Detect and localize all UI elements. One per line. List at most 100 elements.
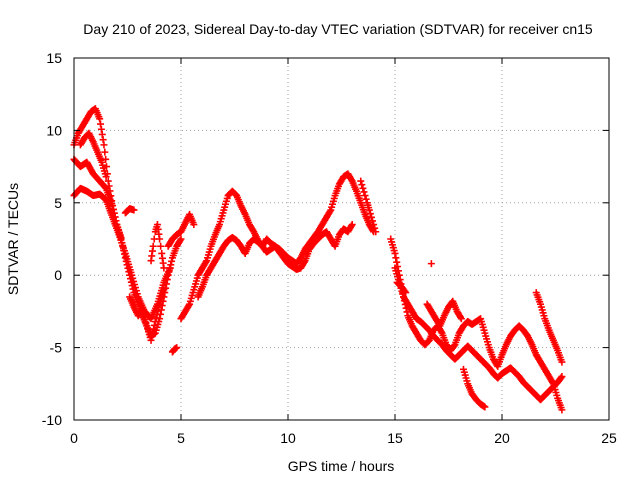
data-point [166,264,174,272]
plot-frame [73,57,610,421]
data-point [357,177,365,185]
y-tick-label: -5 [50,340,63,356]
x-tick-label: 25 [601,430,617,446]
chart-title: Day 210 of 2023, Sidereal Day-to-day VTE… [83,21,593,37]
data-point [109,205,117,213]
series-track-16 [459,365,489,411]
data-point [160,286,168,294]
series-track-5 [126,286,168,344]
data-point [109,202,117,210]
series-track-13 [387,235,566,414]
data-point [300,258,308,266]
data-point [101,148,109,156]
data-point [152,314,160,322]
data-point [190,221,198,229]
data-point [157,242,165,250]
data-point [142,319,150,327]
data-point [104,177,112,185]
data-point [140,312,148,320]
data-point [130,206,138,214]
data-point [141,316,149,324]
data-point [173,344,181,352]
series-track-12 [357,177,380,236]
data-point [392,254,400,262]
data-point [139,309,147,317]
series-track-14 [391,264,566,404]
x-tick-label: 10 [280,430,296,446]
data-point [359,184,367,192]
data-point [366,210,374,218]
data-point [557,374,565,382]
y-tick-label: 0 [54,267,62,283]
data-point [402,289,410,297]
data-point [481,403,489,411]
data-point [177,235,185,243]
data-point [437,328,445,336]
x-tick-label: 5 [177,430,185,446]
series-track-6 [147,221,168,272]
data-point [371,224,379,232]
data-point [326,207,334,215]
data-point [558,373,566,381]
data-point [176,236,184,244]
data-point [401,287,409,295]
x-tick-label: 0 [70,430,78,446]
data-point [347,222,355,230]
data-point [372,228,380,236]
data-point [427,260,435,268]
x-axis-label: GPS time / hours [288,458,395,474]
x-tick-label: 15 [387,430,403,446]
y-tick-label: 5 [54,195,62,211]
data-point [155,304,163,312]
data-point [369,217,377,225]
data-point [98,130,106,138]
data-point [185,302,193,310]
series-track-9 [177,170,378,323]
x-tick-label: 20 [494,430,510,446]
data-point [150,325,158,333]
data-point [102,173,110,181]
series-track-17 [532,289,566,366]
data-point [102,155,110,163]
y-tick-label: 10 [46,122,62,138]
data-point [150,321,158,329]
series-track-18 [393,278,410,297]
series-track-7 [121,205,138,217]
data-point [149,242,157,250]
data-point [370,221,378,229]
y-tick-label: -10 [42,412,62,428]
y-tick-label: 15 [46,50,62,66]
series-track-3 [70,155,125,242]
y-axis-label: SDTVAR / TECUs [5,183,21,295]
series-track-10 [194,221,356,301]
data-point [149,329,157,337]
data-points [70,105,566,414]
series-track-1 [70,105,185,340]
data-point [147,336,155,344]
data-point [362,195,370,203]
data-point [202,258,210,266]
data-point [156,235,164,243]
tick-marks [73,57,610,421]
data-point [360,188,368,196]
data-point [348,221,356,229]
data-point [110,209,118,217]
data-point [393,258,401,266]
data-point [154,307,162,315]
data-point [117,234,125,242]
data-point [361,192,369,200]
data-point [111,213,119,221]
series-track-11 [164,210,198,250]
data-point [148,333,156,341]
data-point [168,257,176,265]
data-point [391,249,399,257]
data-point [153,311,161,319]
data-point [112,217,120,225]
data-point [558,358,566,366]
series-track-4 [76,129,110,181]
series-track-15 [423,297,465,330]
series-track-19 [427,260,435,268]
y-tick-labels: -10 -5 0 5 10 15 [42,50,62,428]
data-point [365,206,373,214]
